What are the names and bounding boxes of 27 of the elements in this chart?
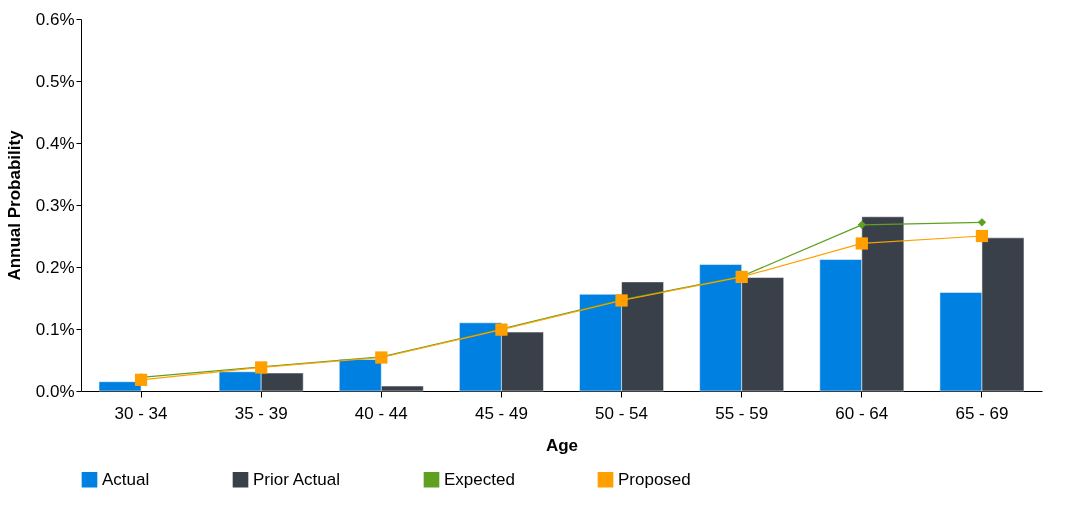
x-tick-label: 30 - 34 — [114, 403, 168, 423]
y-tick-label: 0.0% — [35, 381, 75, 401]
legend-label: Prior Actual — [253, 469, 340, 489]
point — [975, 229, 989, 243]
x-tick-label: 50 - 54 — [595, 403, 649, 423]
point — [857, 220, 866, 230]
y-tick-label: 0.5% — [35, 71, 75, 91]
legend-label: Actual — [102, 469, 150, 489]
legend-label: Proposed — [618, 469, 691, 489]
y-tick-label: 0.2% — [35, 257, 75, 277]
x-tick-label: 45 - 49 — [474, 403, 528, 423]
y-tick-label: 0.1% — [35, 319, 75, 339]
x-tick-label: 35 - 39 — [234, 403, 288, 423]
point — [134, 373, 148, 386]
x-tick-label: 55 - 59 — [715, 403, 769, 423]
x-tick-label: 60 - 64 — [835, 403, 889, 423]
legend-label: Expected — [444, 469, 515, 489]
point — [977, 218, 987, 227]
point — [855, 237, 868, 250]
y-tick-label: 0.4% — [35, 133, 75, 153]
y-axis-title: Annual Probability — [4, 129, 24, 281]
y-tick-label: 0.3% — [35, 195, 75, 215]
x-axis-title: Age — [545, 435, 579, 455]
bar — [98, 381, 142, 392]
y-tick-label: 0.6% — [35, 9, 75, 29]
x-tick-label: 65 - 69 — [955, 403, 1009, 423]
x-tick-label: 40 - 44 — [354, 403, 408, 423]
